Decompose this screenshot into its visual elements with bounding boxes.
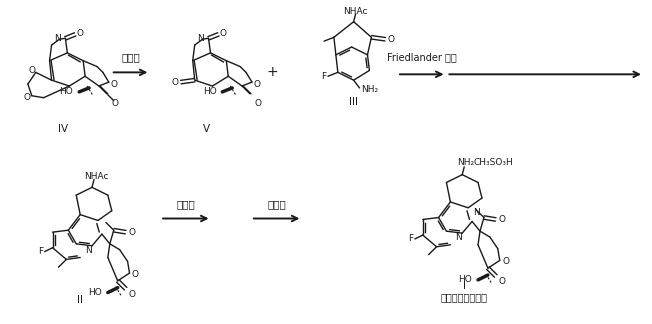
Text: O: O [254,99,261,108]
Text: O: O [502,257,509,266]
Text: O: O [254,80,260,88]
Text: 依喜替康甲磺酸盐: 依喜替康甲磺酸盐 [441,293,488,302]
Text: F: F [321,72,327,81]
Text: O: O [132,270,139,279]
Text: V: V [203,124,210,134]
Text: O: O [111,99,118,108]
Text: O: O [110,80,117,88]
Text: N: N [54,34,61,43]
Text: F: F [38,247,43,256]
Text: O: O [23,93,31,102]
Text: O: O [388,35,394,44]
Text: HO: HO [59,87,73,96]
Text: Friedlander 缩合: Friedlander 缩合 [387,52,456,63]
Text: O: O [128,228,135,237]
Text: N: N [198,34,204,43]
Text: NHAc: NHAc [83,172,108,181]
Text: O: O [498,277,505,286]
Text: O: O [171,78,179,87]
Text: HO: HO [458,275,472,284]
Text: O: O [220,29,227,38]
Text: N: N [85,246,91,255]
Text: 重结晶: 重结晶 [267,199,286,209]
Text: NH₂: NH₂ [362,86,379,94]
Text: O: O [498,215,505,224]
Text: +: + [267,65,278,79]
Text: HO: HO [203,87,216,96]
Text: I: I [463,281,466,291]
Text: NH₂: NH₂ [458,158,475,168]
Text: II: II [77,295,83,305]
Text: IV: IV [58,124,68,134]
Text: CH₃SO₃H: CH₃SO₃H [474,158,514,168]
Text: O: O [128,290,135,299]
Text: HO: HO [88,288,102,297]
Text: O: O [28,66,35,75]
Text: N: N [455,234,462,242]
Text: N: N [473,208,479,217]
Text: III: III [349,97,358,107]
Text: 甲磺酸: 甲磺酸 [177,199,195,209]
Text: O: O [77,29,83,38]
Text: 脱保护: 脱保护 [121,52,140,63]
Text: F: F [408,235,413,243]
Text: NHAc: NHAc [344,7,368,17]
